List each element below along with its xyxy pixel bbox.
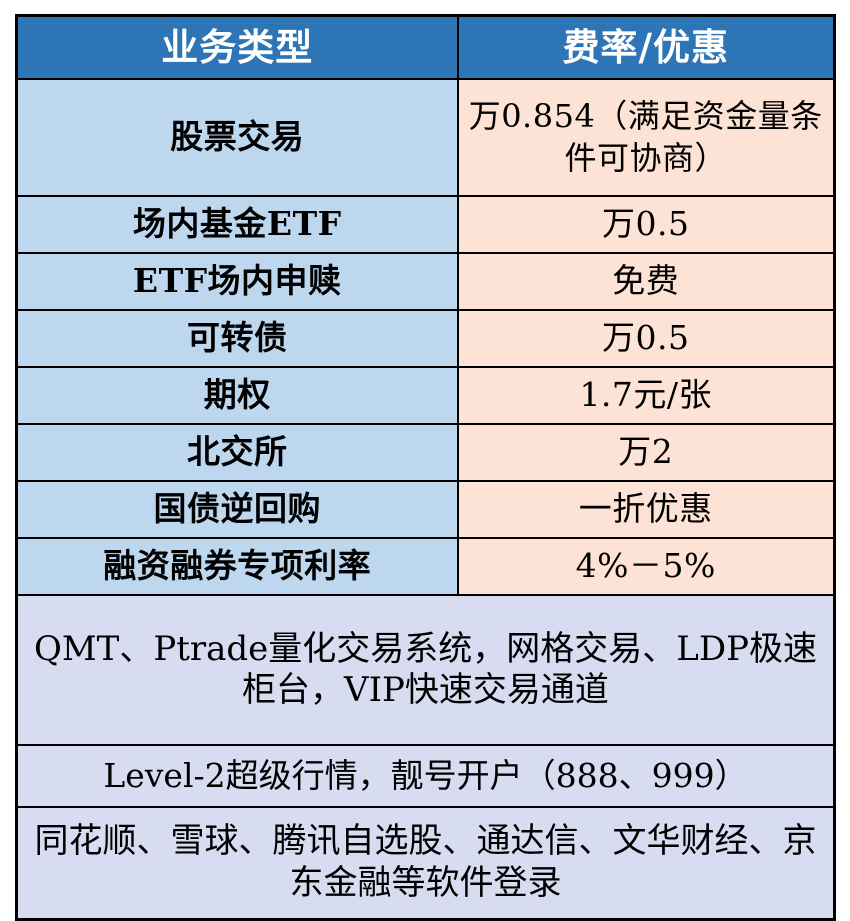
column-header-rate: 费率/优惠 [456,14,836,80]
rate-value-bse: 万2 [456,423,836,482]
rate-value-stock-trading: 万0.854（满足资金量条件可协商） [456,78,836,197]
rate-value-reverse-repo: 一折优惠 [456,480,836,539]
service-name-convertible-bond: 可转债 [15,309,459,368]
service-name-margin-financing: 融资融券专项利率 [15,537,459,596]
service-name-stock-trading: 股票交易 [15,78,459,197]
rate-value-etf-subscription: 免费 [456,252,836,311]
table-row: 股票交易 万0.854（满足资金量条件可协商） [15,78,836,197]
service-name-reverse-repo: 国债逆回购 [15,480,459,539]
rate-value-margin-financing: 4%－5% [456,537,836,596]
fee-schedule-table: 业务类型 费率/优惠 股票交易 万0.854（满足资金量条件可协商） 场内基金E… [15,14,836,921]
table-row: 融资融券专项利率 4%－5% [15,537,836,596]
note-trading-systems: QMT、Ptrade量化交易系统，网格交易、LDP极速柜台，VIP快速交易通道 [15,594,836,746]
service-name-bse: 北交所 [15,423,459,482]
rate-value-options: 1.7元/张 [456,366,836,425]
table-row: 场内基金ETF 万0.5 [15,195,836,254]
table-header-row: 业务类型 费率/优惠 [15,14,836,80]
fee-schedule-table-container: 业务类型 费率/优惠 股票交易 万0.854（满足资金量条件可协商） 场内基金E… [15,14,836,921]
service-name-options: 期权 [15,366,459,425]
service-name-etf-fund: 场内基金ETF [15,195,459,254]
table-row: ETF场内申赎 免费 [15,252,836,311]
table-row: 期权 1.7元/张 [15,366,836,425]
column-header-service: 业务类型 [15,14,459,80]
table-row: 国债逆回购 一折优惠 [15,480,836,539]
rate-value-convertible-bond: 万0.5 [456,309,836,368]
note-level2-and-vanity-account: Level-2超级行情，靓号开户（888、999） [15,744,836,808]
table-row: QMT、Ptrade量化交易系统，网格交易、LDP极速柜台，VIP快速交易通道 [15,594,836,746]
service-name-etf-subscription: ETF场内申赎 [15,252,459,311]
table-row: 可转债 万0.5 [15,309,836,368]
table-row: 北交所 万2 [15,423,836,482]
table-row: Level-2超级行情，靓号开户（888、999） [15,744,836,808]
table-row: 同花顺、雪球、腾讯自选股、通达信、文华财经、京东金融等软件登录 [15,806,836,920]
note-supported-software: 同花顺、雪球、腾讯自选股、通达信、文华财经、京东金融等软件登录 [15,806,836,920]
rate-value-etf-fund: 万0.5 [456,195,836,254]
